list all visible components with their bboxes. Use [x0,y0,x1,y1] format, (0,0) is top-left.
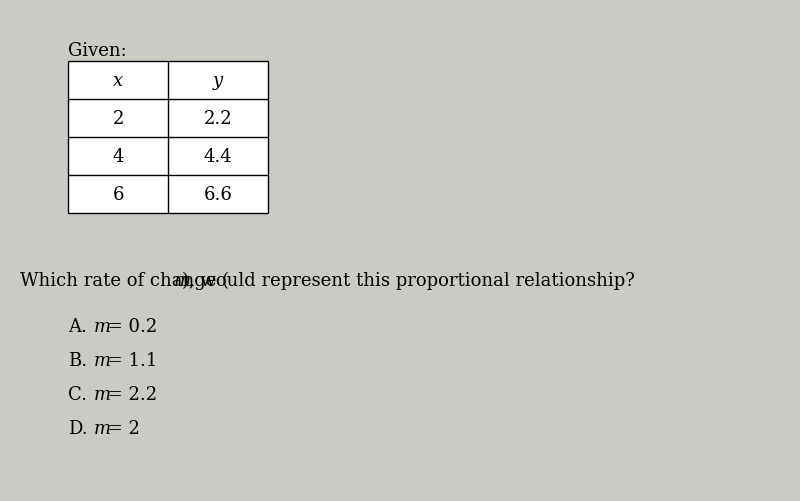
Text: 6: 6 [112,186,124,203]
Text: 4: 4 [112,148,124,166]
Text: = 1.1: = 1.1 [102,351,158,369]
Text: D.: D. [68,419,88,437]
Text: 4.4: 4.4 [204,148,232,166]
Text: 2: 2 [112,110,124,128]
Text: m: m [94,385,111,403]
Text: Which rate of change (: Which rate of change ( [20,272,229,290]
Text: x: x [113,72,123,90]
Text: B.: B. [68,351,87,369]
Text: ), would represent this proportional relationship?: ), would represent this proportional rel… [182,272,634,290]
Bar [68,62,268,213]
Text: m: m [94,419,111,437]
Text: C.: C. [68,385,87,403]
Text: m: m [94,351,111,369]
Text: m: m [94,317,111,335]
Text: 2.2: 2.2 [204,110,232,128]
Text: = 2.2: = 2.2 [102,385,157,403]
Text: m: m [174,272,191,290]
Text: Given:: Given: [68,42,126,60]
Text: 6.6: 6.6 [203,186,233,203]
Text: y: y [213,72,223,90]
Text: = 0.2: = 0.2 [102,317,158,335]
Text: = 2: = 2 [102,419,140,437]
Text: A.: A. [68,317,87,335]
